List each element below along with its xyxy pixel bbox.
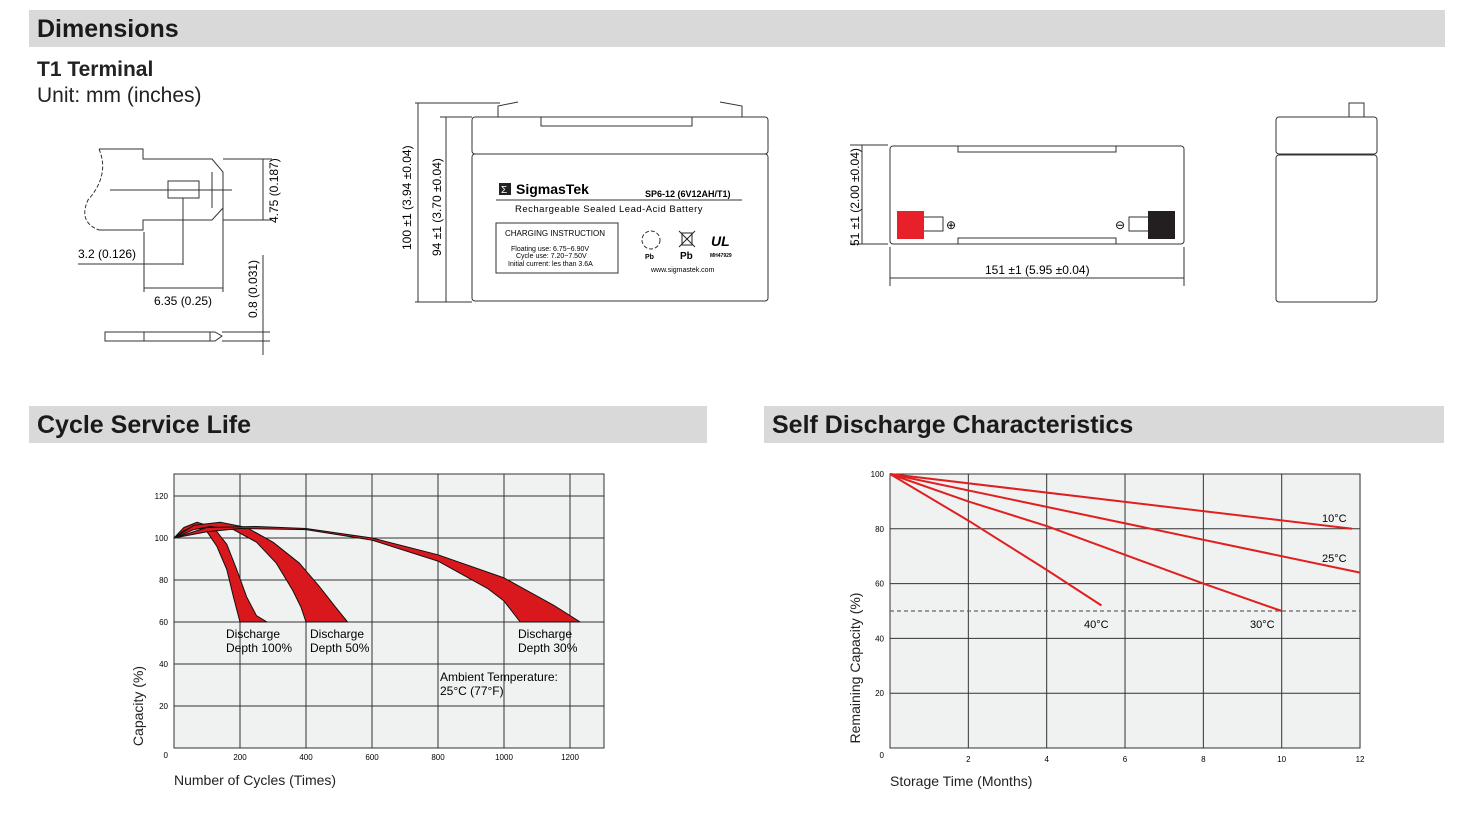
x-tick-label: 2 xyxy=(966,755,971,764)
y-tick-label: 20 xyxy=(875,689,884,698)
y-tick-label: 0 xyxy=(164,751,169,760)
charging-title: CHARGING INSTRUCTION xyxy=(505,229,605,238)
series-label: 40°C xyxy=(1084,619,1109,631)
section-header-dimensions: Dimensions xyxy=(29,10,1445,47)
series-line xyxy=(889,473,1283,612)
y-tick-label: 40 xyxy=(875,634,884,643)
chart-annotation: Ambient Temperature: xyxy=(440,670,558,684)
chart-annotation: Discharge xyxy=(226,627,280,641)
battery-subtitle: Rechargeable Sealed Lead-Acid Battery xyxy=(515,204,703,215)
series-label: 25°C xyxy=(1322,553,1347,565)
charging-line: Cycle use: 7.20~7.50V xyxy=(516,253,587,260)
terminal-title: T1 Terminal xyxy=(37,58,154,81)
chart-annotation: Depth 30% xyxy=(518,641,578,655)
ul-code: MH47929 xyxy=(710,253,732,259)
x-tick-label: 1000 xyxy=(495,753,513,762)
model-name: SP6-12 (6V12AH/T1) xyxy=(645,189,731,199)
x-tick-label: 800 xyxy=(431,753,445,762)
bin-pb: Pb xyxy=(680,251,693,262)
unit-label: Unit: mm (inches) xyxy=(37,84,202,107)
section-header-self-discharge: Self Discharge Characteristics xyxy=(764,406,1444,443)
x-tick-label: 8 xyxy=(1201,755,1206,764)
y-tick-label: 100 xyxy=(871,470,885,479)
total-height-dim: 100 ±1 (3.94 ±0.04) xyxy=(400,145,414,250)
crossed-bin-icon xyxy=(678,230,696,248)
series-line xyxy=(889,473,1361,574)
terminal-thickness-dim: 0.8 (0.031) xyxy=(246,260,260,318)
brand-logo-glyph: Σ xyxy=(501,185,507,196)
negative-terminal xyxy=(1148,211,1175,239)
x-tick-label: 1200 xyxy=(561,753,579,762)
cycle-y-axis-label: Capacity (%) xyxy=(130,665,146,747)
terminal-drawing xyxy=(78,148,272,355)
sd-x-axis-label: Storage Time (Months) xyxy=(890,773,1033,789)
y-tick-label: 40 xyxy=(159,660,168,669)
y-tick-label: 80 xyxy=(159,576,168,585)
ul-mark-icon: UL xyxy=(711,233,730,249)
website: www.sigmastek.com xyxy=(650,267,715,274)
y-tick-label: 100 xyxy=(155,534,169,543)
series-line xyxy=(889,473,1353,530)
terminal-length-dim: 6.35 (0.25) xyxy=(154,294,212,308)
x-tick-label: 10 xyxy=(1277,755,1286,764)
charging-line: Initial current: les than 3.6A xyxy=(508,261,593,268)
x-tick-label: 6 xyxy=(1123,755,1128,764)
recycle-pb: Pb xyxy=(645,254,654,261)
x-tick-label: 200 xyxy=(233,753,247,762)
chart-annotation: Depth 100% xyxy=(226,641,292,655)
sd-y-axis-label: Remaining Capacity (%) xyxy=(847,592,863,744)
positive-symbol-icon: ⊕ xyxy=(946,218,956,232)
y-tick-label: 60 xyxy=(159,618,168,627)
case-height-dim: 94 ±1 (3.70 ±0.04) xyxy=(430,158,444,256)
chart-annotation: 25°C (77°F) xyxy=(440,684,504,698)
battery-front-view xyxy=(415,101,769,303)
y-tick-label: 0 xyxy=(880,751,885,760)
brand-logo-icon xyxy=(499,183,511,195)
series-label: 30°C xyxy=(1250,619,1275,631)
terminal-height-dim: 4.75 (0.187) xyxy=(267,158,281,223)
recycle-icon xyxy=(641,230,661,250)
series-label: 10°C xyxy=(1322,513,1347,525)
cycle-x-axis-label: Number of Cycles (Times) xyxy=(174,772,337,788)
positive-terminal xyxy=(897,211,924,239)
y-tick-label: 80 xyxy=(875,525,884,534)
y-tick-label: 20 xyxy=(159,702,168,711)
battery-side-view xyxy=(1275,102,1378,303)
chart-annotation: Discharge xyxy=(518,627,572,641)
y-tick-label: 120 xyxy=(155,492,169,501)
brand-name: SigmasTek xyxy=(516,181,589,197)
top-length-dim: 151 ±1 (5.95 ±0.04) xyxy=(985,263,1090,277)
negative-symbol-icon: ⊖ xyxy=(1115,218,1125,232)
x-tick-label: 4 xyxy=(1044,755,1049,764)
top-width-dim: 51 ±1 (2.00 ±0.04) xyxy=(848,148,862,246)
x-tick-label: 400 xyxy=(299,753,313,762)
y-tick-label: 60 xyxy=(875,580,884,589)
battery-top-view xyxy=(850,144,1185,286)
chart-annotation: Discharge xyxy=(310,627,364,641)
charging-line: Floating use: 6.75~6.90V xyxy=(511,246,589,253)
x-tick-label: 12 xyxy=(1356,755,1365,764)
x-tick-label: 600 xyxy=(365,753,379,762)
chart-annotation: Depth 50% xyxy=(310,641,370,655)
series-line xyxy=(889,473,1103,607)
terminal-hole-dim: 3.2 (0.126) xyxy=(78,247,136,261)
discharge-band xyxy=(173,525,581,623)
section-header-cycle-life: Cycle Service Life xyxy=(29,406,707,443)
